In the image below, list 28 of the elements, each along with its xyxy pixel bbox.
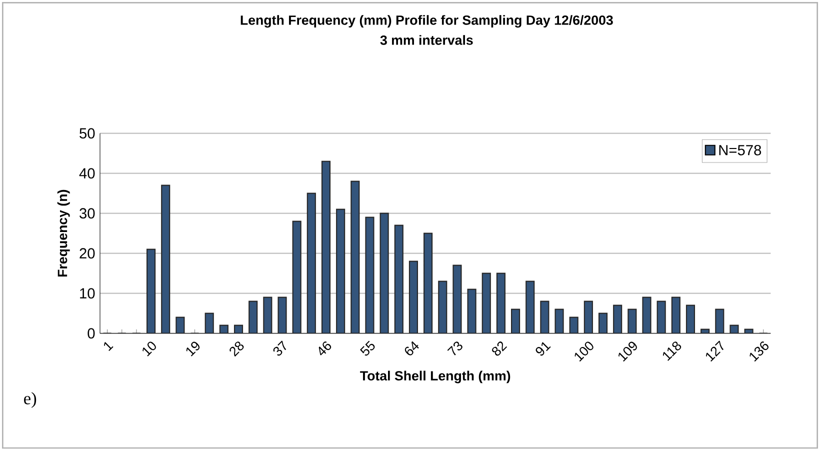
x-axis-title: Total Shell Length (mm): [360, 370, 510, 384]
x-tick-label: 37: [273, 340, 286, 356]
x-tick-label: 100: [574, 342, 594, 362]
text: e): [24, 392, 36, 408]
x-tick-label: 19: [186, 342, 200, 356]
y-axis-title: Frequency (n): [57, 190, 70, 277]
x-tick-label: 82: [492, 342, 508, 356]
y-tick-label: 50: [80, 128, 95, 139]
x-tick-label: 91: [536, 342, 551, 356]
x-tick-label: 1: [104, 342, 114, 352]
x-tick-label: 118: [662, 342, 682, 362]
x-tick-label: 127: [706, 340, 724, 362]
x-tick-label: 136: [750, 342, 768, 362]
x-tick-label: 109: [618, 342, 637, 362]
chart-title: Length Frequency (mm) Profile for Sampling Day 12/6/2003: [240, 15, 613, 28]
x-tick-label: 55: [360, 340, 375, 356]
y-tick-label: 0: [88, 328, 95, 339]
y-tick-label: 30: [80, 208, 95, 219]
x-tick-label: 73: [447, 342, 462, 356]
legend-label: N=578: [719, 145, 762, 156]
x-tick-label: 64: [404, 341, 419, 356]
x-tick-label: 46: [318, 342, 332, 356]
y-tick-label: 20: [80, 248, 95, 259]
x-tick-label: 28: [230, 342, 244, 357]
y-tick-label: 40: [79, 168, 95, 179]
y-tick-label: 10: [80, 288, 95, 299]
x-tick-label: 10: [142, 342, 156, 356]
chart-subtitle: 3 mm intervals: [380, 35, 473, 46]
